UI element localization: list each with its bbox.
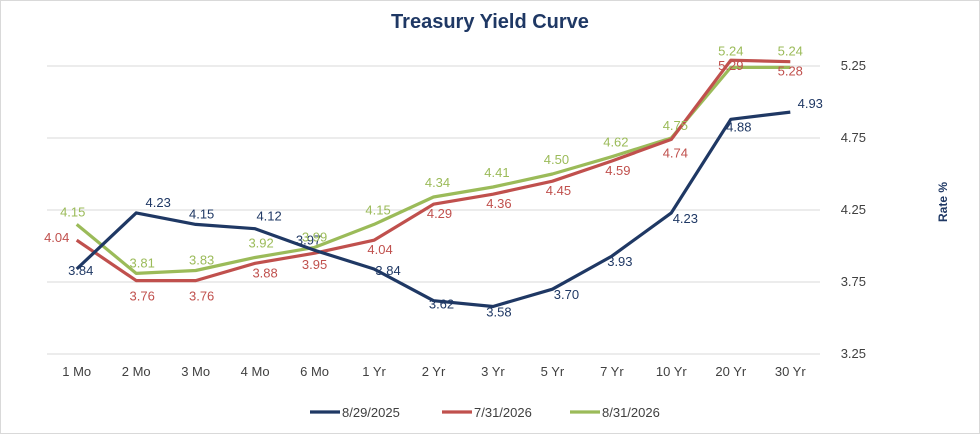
- data-labels: 3.84 4.23 4.15 4.12 3.97 3.84 3.62 3.58 3.70 3.93…: [44, 43, 823, 319]
- data-label: 3.76: [130, 289, 155, 304]
- data-label: 3.95: [302, 257, 327, 272]
- data-label: 4.62: [603, 135, 628, 150]
- y-tick-label: 4.75: [841, 130, 866, 145]
- legend-label: 7/31/2026: [474, 405, 532, 420]
- data-label: 4.50: [544, 152, 569, 167]
- x-tick-label: 5 Yr: [541, 364, 565, 379]
- y-tick-label: 3.25: [841, 346, 866, 361]
- series-line: [75, 65, 791, 275]
- data-label: 4.34: [425, 175, 450, 190]
- y-tick-label: 3.75: [841, 274, 866, 289]
- data-label: 3.92: [248, 236, 273, 251]
- x-tick-label: 2 Mo: [122, 364, 151, 379]
- data-label: 4.36: [486, 196, 511, 211]
- data-label: 4.15: [365, 202, 390, 217]
- data-label: 3.99: [302, 229, 327, 244]
- data-label: 3.70: [554, 287, 579, 302]
- data-label: 3.97: [296, 232, 321, 247]
- data-label: 3.88: [252, 265, 277, 280]
- data-label: 5.24: [718, 43, 743, 58]
- x-tick-label: 3 Yr: [481, 364, 505, 379]
- data-label: 3.76: [189, 289, 214, 304]
- y-axis-label: Rate %: [936, 182, 950, 222]
- data-label: 3.81: [130, 255, 155, 270]
- data-label: 4.88: [726, 119, 751, 134]
- data-label: 4.59: [605, 163, 630, 178]
- series-line: [75, 110, 791, 309]
- data-label: 4.45: [546, 183, 571, 198]
- series-lines: [75, 58, 791, 309]
- y-tick-label: 5.25: [841, 58, 866, 73]
- x-tick-label: 1 Mo: [62, 364, 91, 379]
- legend: 8/29/2025 7/31/2026 8/31/2026: [310, 405, 660, 420]
- x-tick-label: 2 Yr: [422, 364, 446, 379]
- data-label: 4.04: [44, 230, 69, 245]
- x-tick-label: 10 Yr: [656, 364, 688, 379]
- data-label: 3.58: [486, 304, 511, 319]
- data-label: 3.62: [429, 297, 454, 312]
- data-label: 3.84: [375, 263, 400, 278]
- chart-title: Treasury Yield Curve: [391, 11, 589, 33]
- x-tick-label: 4 Mo: [241, 364, 270, 379]
- data-label: 3.84: [68, 263, 93, 278]
- y-tick-label: 4.25: [841, 202, 866, 217]
- x-tick-label: 3 Mo: [181, 364, 210, 379]
- data-label: 4.23: [146, 195, 171, 210]
- data-label: 4.23: [673, 211, 698, 226]
- data-label: 5.29: [718, 58, 743, 73]
- series-line: [75, 58, 791, 283]
- legend-label: 8/31/2026: [602, 405, 660, 420]
- data-label: 4.74: [663, 145, 688, 160]
- x-tick-label: 30 Yr: [775, 364, 807, 379]
- data-label: 4.29: [427, 206, 452, 221]
- x-tick-label: 7 Yr: [600, 364, 624, 379]
- x-tick-label: 6 Mo: [300, 364, 329, 379]
- data-label: 5.28: [778, 64, 803, 79]
- legend-label: 8/29/2025: [342, 405, 400, 420]
- data-label: 4.93: [798, 96, 823, 111]
- data-label: 4.41: [484, 165, 509, 180]
- data-label: 3.93: [607, 254, 632, 269]
- data-label: 3.83: [189, 252, 214, 267]
- data-label: 4.12: [256, 209, 281, 224]
- x-tick-label: 1 Yr: [362, 364, 386, 379]
- x-tick-label: 20 Yr: [715, 364, 747, 379]
- y-axis-ticks: 3.25 3.75 4.25 4.75 5.25: [841, 58, 866, 361]
- data-label: 4.04: [367, 242, 392, 257]
- data-label: 5.24: [778, 43, 803, 58]
- x-axis-ticks: 1 Mo 2 Mo 3 Mo 4 Mo 6 Mo 1 Yr 2 Yr 3 Yr 5 Yr 7 Yr…: [62, 364, 806, 379]
- data-label: 4.15: [189, 206, 214, 221]
- data-label: 4.75: [663, 118, 688, 133]
- data-label: 4.15: [60, 204, 85, 219]
